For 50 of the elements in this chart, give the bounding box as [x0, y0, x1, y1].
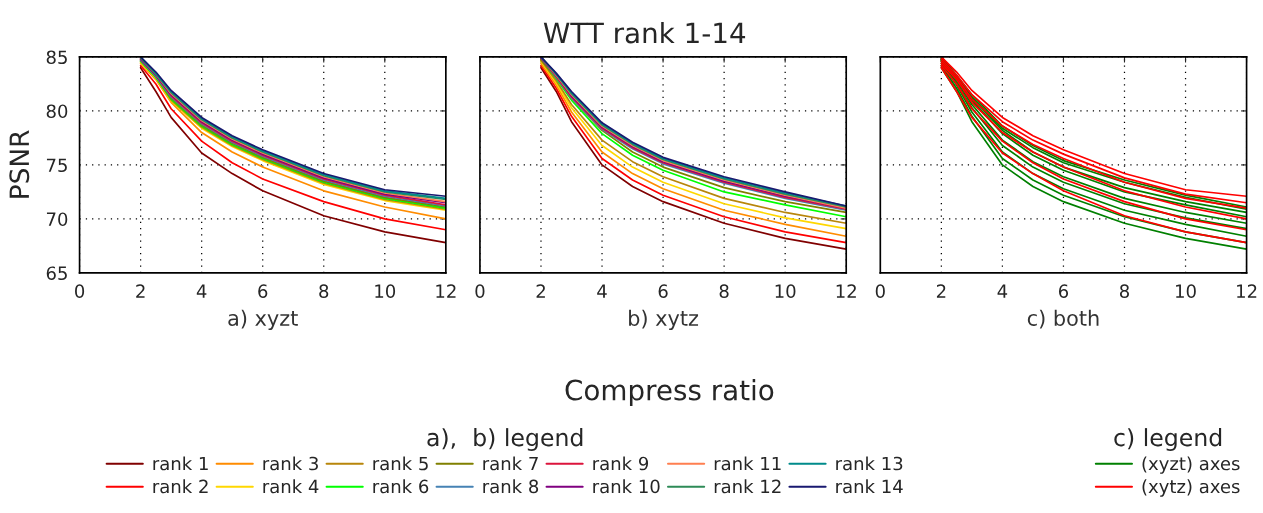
chart-title: WTT rank 1-14 [543, 21, 746, 44]
x-tick-label: 2 [536, 284, 545, 298]
legend-label: rank 5 [373, 456, 428, 471]
y-tick-label: 65 [46, 266, 67, 281]
x-tick-label: 2 [936, 284, 946, 298]
x-tick-label: 8 [719, 284, 729, 298]
x-tick-label: 0 [875, 284, 885, 298]
x-tick-label: 10 [375, 284, 396, 298]
text: Compress ratio [565, 379, 774, 406]
legend-label: rank 12 [714, 479, 781, 494]
x-tick-label: 6 [1058, 284, 1069, 298]
x-tick-label: 8 [1119, 284, 1129, 298]
legend-label: (xyzt) axes [1142, 456, 1240, 474]
x-tick-label: 0 [475, 284, 485, 298]
y-tick-label: 75 [46, 158, 67, 173]
legend-label: rank 10 [593, 479, 660, 494]
legend-label: (xytz) axes [1142, 479, 1240, 497]
legend-title: c) legend [1114, 428, 1222, 451]
x-tick-label: 10 [775, 284, 796, 298]
legend-label: rank 13 [836, 456, 903, 471]
x-axis-title: c) both [1027, 309, 1099, 329]
legend-label: rank 3 [263, 456, 318, 471]
legend-title: a), b) legend [427, 428, 583, 451]
y-tick-label: 70 [46, 212, 68, 227]
legend-label: rank 11 [714, 456, 781, 471]
x-axis-title: a) xyzt [228, 309, 298, 330]
y-tick-label: 85 [46, 50, 67, 65]
x-tick-label: 0 [75, 284, 85, 298]
legend-label: rank 1 [153, 456, 208, 471]
legend-label: rank 6 [373, 479, 429, 494]
x-tick-label: 10 [1176, 284, 1196, 298]
legend-label: rank 8 [483, 479, 539, 494]
x-tick-label: 4 [997, 284, 1008, 298]
x-tick-label: 2 [136, 284, 145, 298]
x-tick-label: 8 [319, 284, 329, 298]
legend-label: rank 9 [593, 456, 649, 471]
x-tick-label: 12 [836, 284, 856, 298]
legend-label: rank 2 [153, 479, 208, 494]
x-tick-label: 4 [597, 284, 607, 298]
y-axis-title: PSNR [9, 130, 30, 198]
x-axis-title: b) xytz [629, 309, 699, 330]
x-tick-label: 6 [658, 284, 668, 298]
y-tick-label: 80 [46, 104, 68, 119]
x-tick-label: 12 [1237, 284, 1257, 298]
x-tick-label: 12 [436, 284, 456, 298]
legend-label: rank 4 [263, 479, 319, 494]
legend-label: rank 7 [483, 456, 538, 471]
x-tick-label: 4 [196, 284, 207, 298]
legend-label: rank 14 [836, 479, 903, 494]
x-tick-label: 6 [258, 284, 268, 298]
